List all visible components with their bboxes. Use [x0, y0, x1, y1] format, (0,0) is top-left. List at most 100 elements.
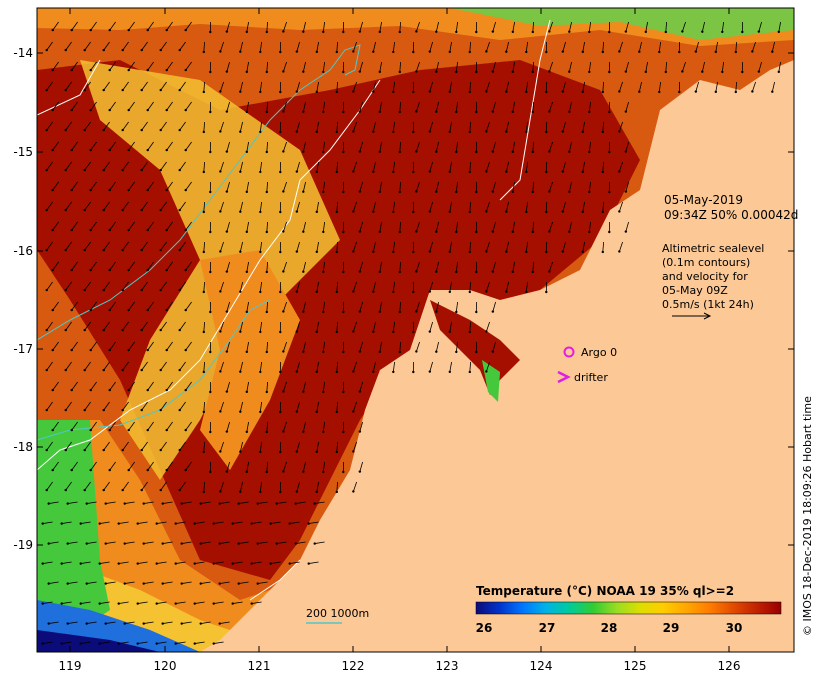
- velocity-arrow: [282, 221, 287, 232]
- velocity-arrow: [90, 221, 97, 231]
- velocity-arrow-head: [140, 488, 143, 492]
- velocity-arrow-head: [335, 370, 339, 374]
- velocity-arrow-head: [159, 128, 162, 132]
- velocity-arrow: [505, 281, 509, 292]
- velocity-arrow: [449, 361, 452, 372]
- velocity-arrow: [203, 361, 205, 372]
- velocity-arrow-head: [455, 230, 458, 234]
- velocity-arrow: [548, 221, 553, 232]
- velocity-arrow-head: [165, 108, 168, 112]
- velocity-arrow-head: [178, 328, 181, 332]
- velocity-arrow: [105, 541, 116, 544]
- velocity-arrow: [316, 281, 319, 292]
- velocity-arrow-head: [302, 270, 305, 273]
- velocity-arrow-head: [588, 30, 591, 34]
- velocity-arrow-head: [561, 50, 565, 53]
- velocity-arrow-head: [45, 288, 48, 292]
- velocity-arrow: [219, 541, 230, 544]
- velocity-arrow: [203, 241, 205, 252]
- velocity-arrow-head: [398, 190, 402, 194]
- x-tick-label: 119: [59, 659, 82, 673]
- velocity-arrow: [203, 441, 205, 452]
- velocity-arrow-head: [212, 602, 215, 605]
- velocity-arrow-head: [83, 48, 86, 52]
- velocity-arrow: [160, 401, 167, 411]
- velocity-arrow: [181, 501, 192, 504]
- velocity-arrow-head: [108, 148, 111, 152]
- velocity-arrow: [156, 641, 167, 644]
- velocity-arrow-head: [209, 230, 212, 234]
- velocity-arrow-head: [180, 582, 183, 585]
- velocity-arrow: [359, 221, 363, 232]
- velocity-arrow: [336, 361, 338, 372]
- velocity-arrow: [103, 481, 110, 491]
- velocity-arrow: [352, 401, 357, 412]
- velocity-arrow: [203, 121, 205, 132]
- velocity-arrow: [259, 401, 262, 412]
- velocity-arrow: [392, 281, 395, 292]
- velocity-arrow-head: [322, 390, 325, 394]
- velocity-arrow-head: [545, 290, 548, 294]
- velocity-arrow: [162, 501, 173, 504]
- velocity-arrow-head: [568, 70, 571, 73]
- velocity-arrow-head: [372, 90, 375, 93]
- velocity-arrow-head: [140, 408, 143, 412]
- velocity-arrow-head: [295, 90, 299, 93]
- velocity-arrow: [525, 161, 528, 172]
- velocity-arrow: [492, 61, 496, 72]
- velocity-arrow: [469, 161, 471, 172]
- velocity-arrow-head: [491, 270, 495, 273]
- velocity-arrow: [266, 461, 268, 472]
- velocity-arrow: [266, 221, 268, 232]
- velocity-arrow-head: [288, 562, 291, 565]
- velocity-arrow-head: [51, 388, 54, 392]
- velocity-arrow-head: [89, 108, 92, 112]
- velocity-arrow: [71, 61, 78, 71]
- velocity-arrow-head: [89, 28, 92, 32]
- velocity-arrow-head: [352, 490, 355, 493]
- velocity-arrow-head: [178, 48, 181, 52]
- velocity-arrow-head: [588, 190, 591, 194]
- velocity-arrow: [181, 621, 192, 624]
- velocity-arrow: [399, 261, 401, 272]
- velocity-arrow-head: [41, 522, 44, 525]
- velocity-arrow: [562, 81, 566, 92]
- velocity-arrow-head: [392, 330, 395, 334]
- velocity-arrow-head: [219, 210, 222, 213]
- velocity-arrow: [701, 61, 705, 72]
- velocity-arrow: [185, 461, 192, 471]
- velocity-arrow-head: [146, 68, 149, 72]
- velocity-arrow-head: [102, 128, 105, 132]
- velocity-arrow-head: [259, 450, 262, 454]
- velocity-arrow-head: [455, 70, 458, 74]
- velocity-arrow-head: [505, 130, 508, 133]
- velocity-arrow-head: [531, 30, 535, 34]
- velocity-arrow-head: [295, 370, 299, 373]
- velocity-arrow-head: [282, 230, 285, 233]
- velocity-arrow: [52, 461, 59, 471]
- velocity-arrow-head: [225, 310, 229, 313]
- velocity-arrow-head: [161, 582, 164, 585]
- velocity-arrow: [336, 201, 338, 212]
- velocity-arrow-head: [491, 350, 495, 353]
- velocity-arrow: [282, 461, 287, 472]
- velocity-arrow: [103, 321, 110, 331]
- velocity-arrow-head: [212, 642, 215, 645]
- velocity-arrow: [469, 281, 471, 292]
- velocity-arrow: [618, 41, 623, 52]
- velocity-arrow-head: [294, 542, 297, 545]
- velocity-arrow: [219, 41, 224, 52]
- velocity-arrow: [84, 321, 91, 331]
- velocity-arrow: [160, 41, 167, 51]
- velocity-arrow-head: [588, 70, 591, 74]
- velocity-arrow: [118, 521, 129, 524]
- velocity-arrow: [485, 161, 490, 172]
- velocity-arrow: [122, 441, 129, 451]
- velocity-arrow: [562, 241, 566, 252]
- velocity-arrow: [124, 581, 135, 584]
- velocity-arrow: [156, 601, 167, 604]
- argo-marker: Argo 0: [563, 346, 617, 359]
- velocity-arrow-head: [259, 410, 262, 414]
- velocity-arrow: [695, 81, 699, 92]
- velocity-arrow: [179, 161, 186, 171]
